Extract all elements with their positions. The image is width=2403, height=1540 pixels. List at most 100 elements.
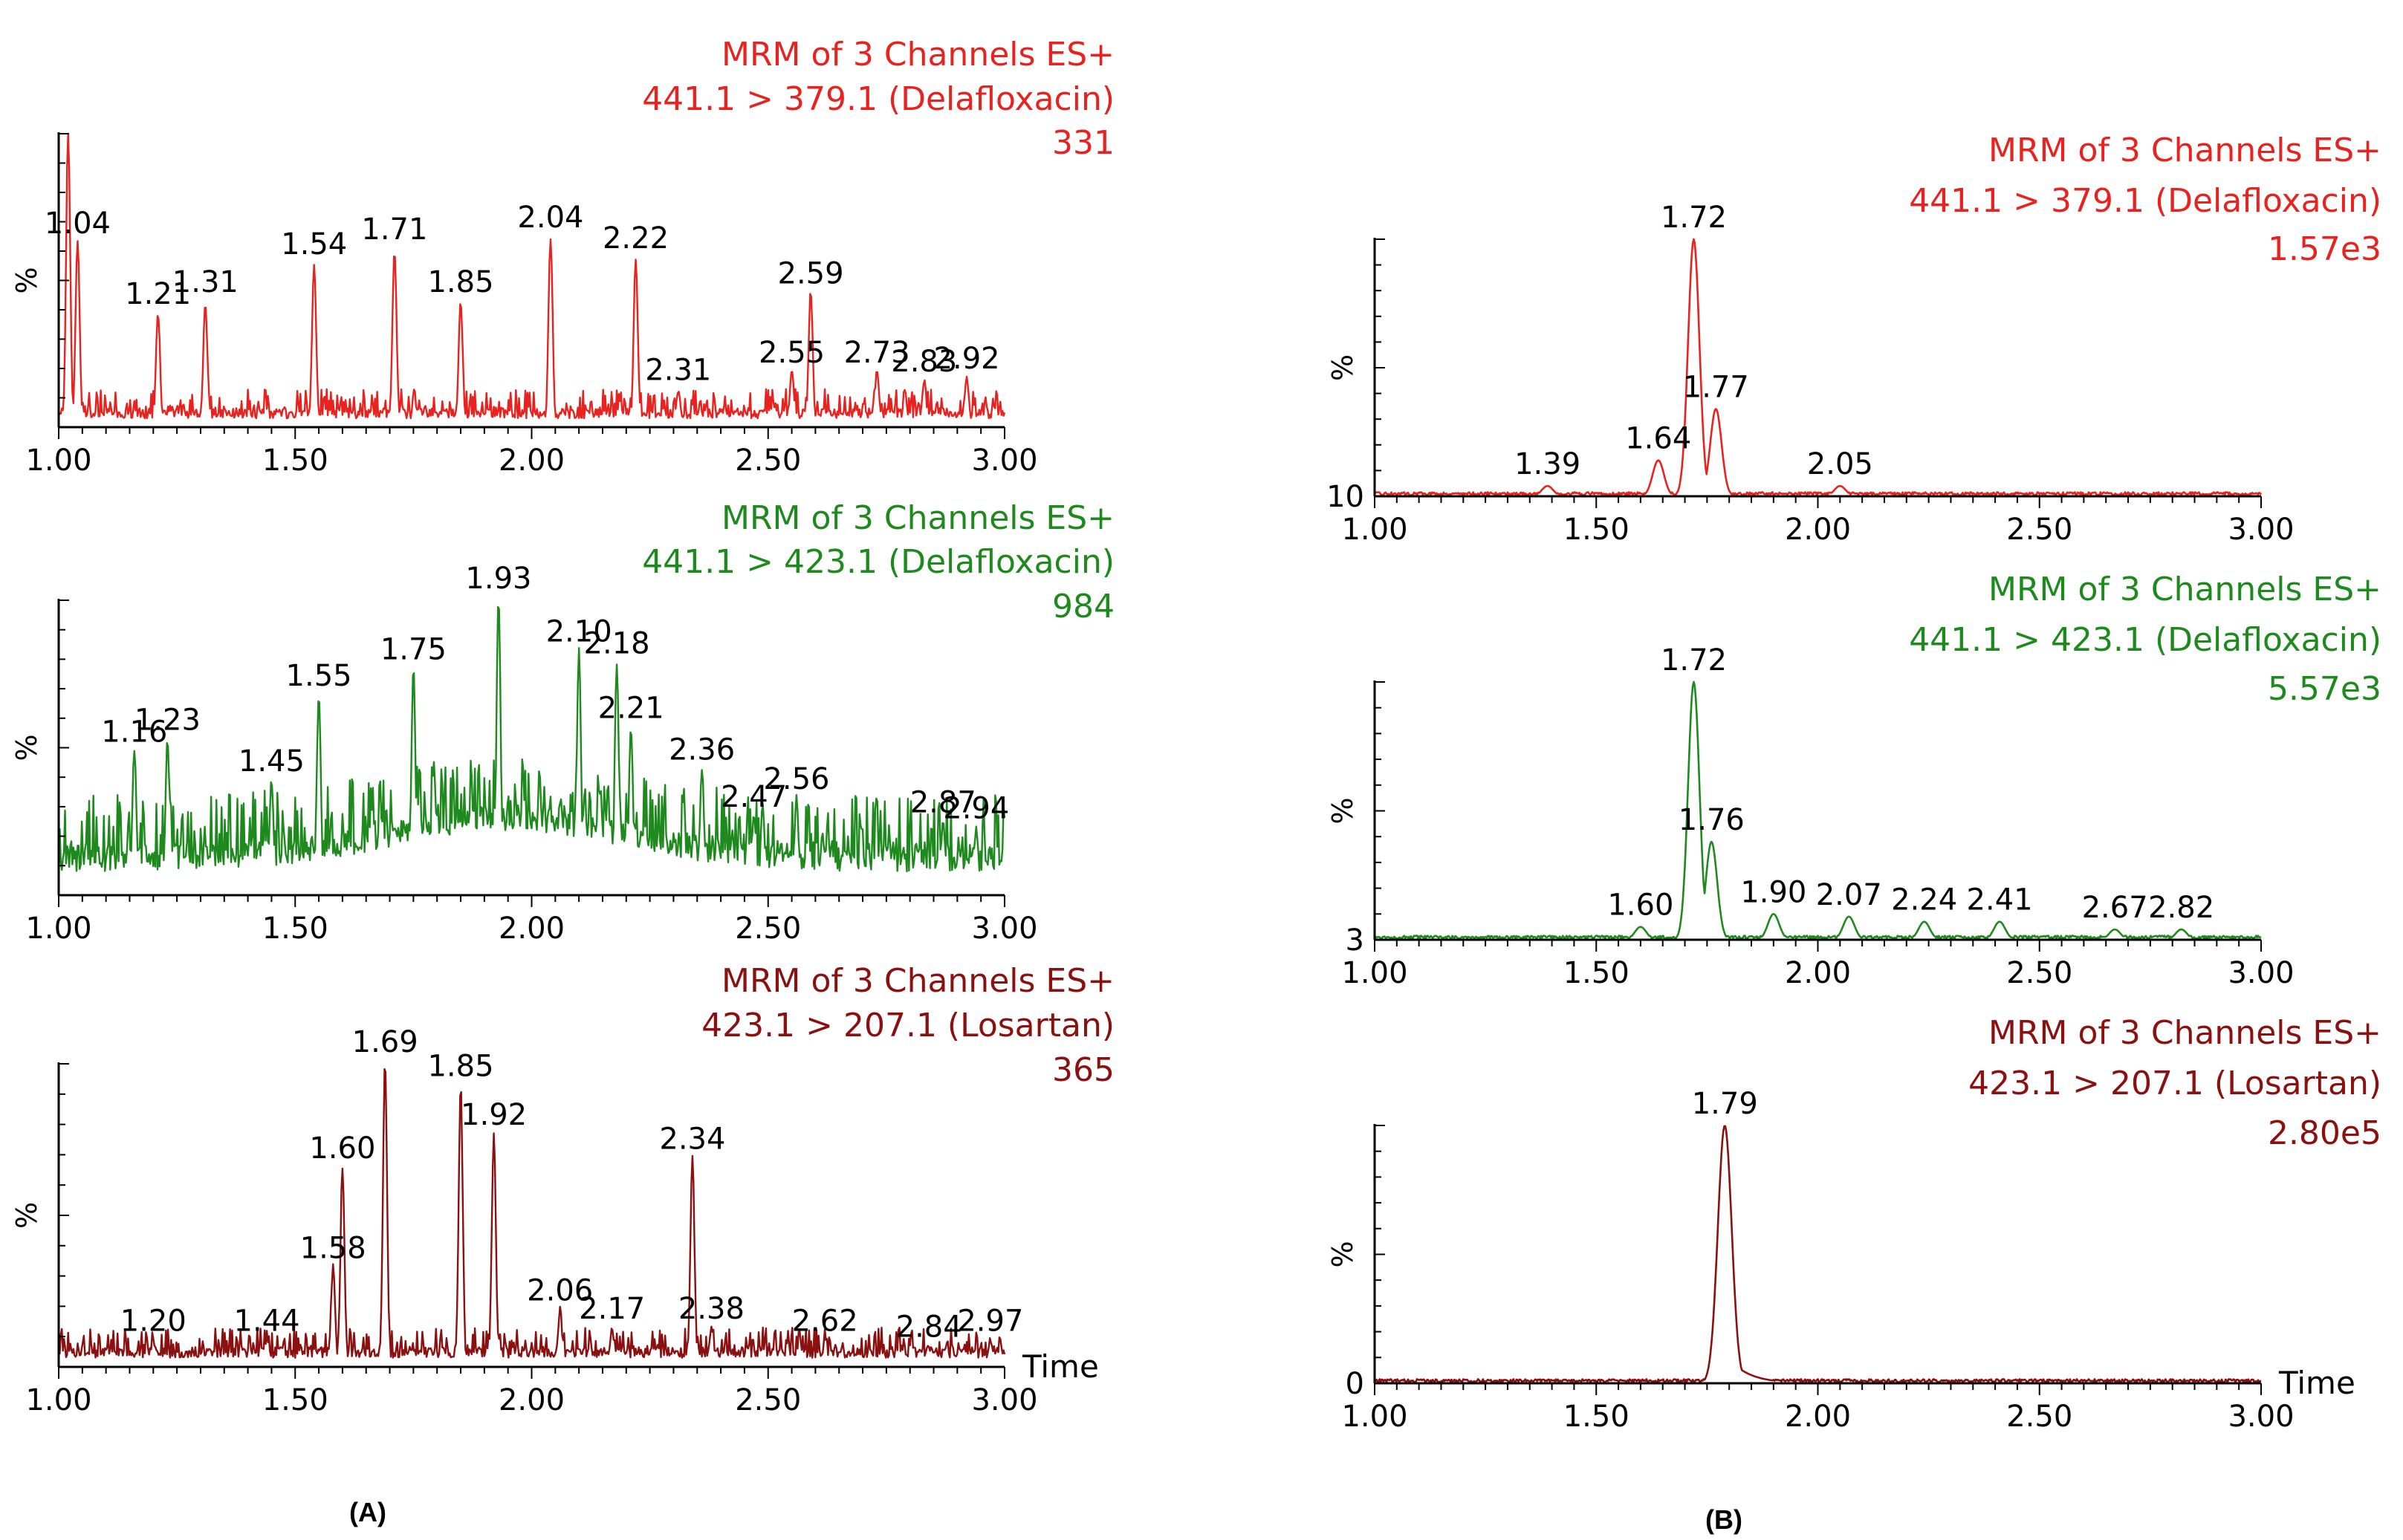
time-axis-label: Time — [2278, 1365, 2355, 1401]
peak-label: 2.84 — [896, 1310, 962, 1345]
baseline-label: 0 — [1346, 1367, 1364, 1401]
channel-header: MRM of 3 Channels ES+ — [1988, 131, 2381, 169]
channel-header: 441.1 > 423.1 (Delafloxacin) — [1909, 621, 2381, 659]
trace-A1 — [57, 132, 1006, 420]
intensity-label: 984 — [1052, 588, 1115, 626]
x-tick-label: 1.50 — [1563, 956, 1629, 990]
x-tick-label: 3.00 — [2228, 956, 2294, 990]
baseline-label: 3 — [1346, 923, 1364, 958]
x-tick-label: 2.50 — [735, 912, 801, 946]
peak-label: 2.06 — [527, 1274, 593, 1308]
peak-label: 1.60 — [1607, 888, 1673, 923]
peak-label: 2.34 — [659, 1122, 725, 1157]
x-tick-label: 1.00 — [25, 1383, 91, 1417]
x-tick-label: 2.00 — [1785, 1400, 1851, 1434]
peak-label: 2.59 — [778, 256, 844, 290]
channel-header: 441.1 > 379.1 (Delafloxacin) — [1909, 182, 2381, 220]
intensity-label: 365 — [1052, 1051, 1115, 1089]
peak-label: 2.18 — [584, 626, 650, 660]
peak-label: 1.85 — [427, 265, 493, 299]
peak-label: 2.82 — [2148, 891, 2214, 925]
trace-A2 — [57, 605, 1006, 873]
channel-header: 423.1 > 207.1 (Losartan) — [701, 1007, 1115, 1044]
peak-label: 2.87 — [910, 786, 976, 820]
peak-label: 1.16 — [101, 715, 167, 749]
x-tick-label: 2.00 — [499, 1383, 565, 1417]
time-axis-label: Time — [1022, 1348, 1099, 1385]
x-tick-label: 1.00 — [1341, 513, 1407, 547]
peak-label: 2.10 — [546, 614, 612, 649]
y-axis-label: % — [10, 1202, 43, 1229]
panel-a-label: (A) — [349, 1497, 386, 1527]
peak-label: 1.92 — [461, 1098, 527, 1132]
x-tick-label: 1.00 — [25, 444, 91, 478]
peak-label: 2.24 — [1891, 883, 1957, 917]
x-tick-label: 2.50 — [2006, 956, 2072, 990]
peak-label: 1.54 — [281, 227, 347, 261]
peak-label: 2.31 — [645, 354, 711, 388]
x-tick-label: 3.00 — [2228, 1400, 2294, 1434]
peak-label: 1.55 — [286, 659, 352, 693]
y-axis-label: % — [10, 734, 43, 761]
peak-label: 1.64 — [1625, 422, 1691, 456]
x-tick-label: 1.50 — [262, 1383, 328, 1417]
channel-header: MRM of 3 Channels ES+ — [721, 962, 1115, 1000]
channel-header: 423.1 > 207.1 (Losartan) — [1968, 1065, 2381, 1102]
x-tick-label: 1.00 — [25, 912, 91, 946]
x-tick-label: 3.00 — [971, 1383, 1037, 1417]
x-tick-label: 2.50 — [2006, 1400, 2072, 1434]
y-axis-label: % — [1326, 797, 1359, 824]
peak-label: 1.04 — [45, 207, 111, 241]
baseline-label: 10 — [1326, 480, 1364, 514]
peak-label: 2.05 — [1807, 447, 1873, 481]
peak-label: 2.97 — [957, 1304, 1023, 1338]
channel-header: MRM of 3 Channels ES+ — [1988, 571, 2381, 608]
x-tick-label: 1.00 — [1341, 956, 1407, 990]
trace-A3 — [58, 1068, 1006, 1359]
peak-label: 1.85 — [427, 1050, 493, 1084]
x-tick-label: 3.00 — [971, 912, 1037, 946]
channel-header: 441.1 > 423.1 (Delafloxacin) — [642, 543, 1115, 581]
peak-label: 1.76 — [1679, 803, 1745, 837]
x-tick-label: 2.50 — [735, 1383, 801, 1417]
peak-label: 2.41 — [1967, 883, 2033, 917]
x-tick-label: 3.00 — [971, 444, 1037, 478]
peak-label: 1.58 — [300, 1231, 366, 1265]
peak-label: 1.72 — [1661, 201, 1727, 235]
peak-label: 2.22 — [603, 221, 669, 256]
panel-b-label: (B) — [1705, 1504, 1742, 1535]
channel-header: MRM of 3 Channels ES+ — [1988, 1014, 2381, 1052]
x-tick-label: 2.00 — [499, 444, 565, 478]
peak-label: 1.21 — [125, 277, 191, 311]
x-tick-label: 3.00 — [2228, 513, 2294, 547]
peak-label: 1.72 — [1661, 643, 1727, 678]
trace-B1 — [1373, 238, 2263, 496]
x-tick-label: 2.00 — [1785, 956, 1851, 990]
peak-label: 1.69 — [352, 1025, 418, 1059]
trace-B2 — [1374, 680, 2262, 940]
peak-label: 1.23 — [134, 704, 201, 738]
x-tick-label: 2.00 — [499, 912, 565, 946]
peak-label: 2.36 — [669, 732, 735, 767]
peak-label: 2.67 — [2082, 891, 2148, 925]
peak-label: 2.94 — [943, 792, 1009, 826]
peak-label: 2.21 — [598, 692, 664, 726]
x-tick-label: 1.50 — [262, 912, 328, 946]
peak-label: 1.44 — [234, 1304, 300, 1338]
peak-label: 2.55 — [759, 336, 825, 370]
peak-label: 1.45 — [239, 744, 305, 779]
peak-label: 1.71 — [361, 212, 427, 247]
channel-header: MRM of 3 Channels ES+ — [721, 499, 1115, 537]
trace-B3 — [1374, 1125, 2262, 1383]
y-axis-label: % — [1326, 1241, 1359, 1267]
peak-label: 1.39 — [1514, 447, 1580, 481]
intensity-label: 331 — [1052, 124, 1115, 162]
x-tick-label: 2.50 — [735, 444, 801, 478]
x-tick-label: 2.50 — [2006, 513, 2072, 547]
channel-header: MRM of 3 Channels ES+ — [721, 36, 1115, 74]
peak-label: 2.17 — [579, 1292, 645, 1326]
x-tick-label: 1.50 — [262, 444, 328, 478]
peak-label: 1.31 — [172, 265, 239, 299]
